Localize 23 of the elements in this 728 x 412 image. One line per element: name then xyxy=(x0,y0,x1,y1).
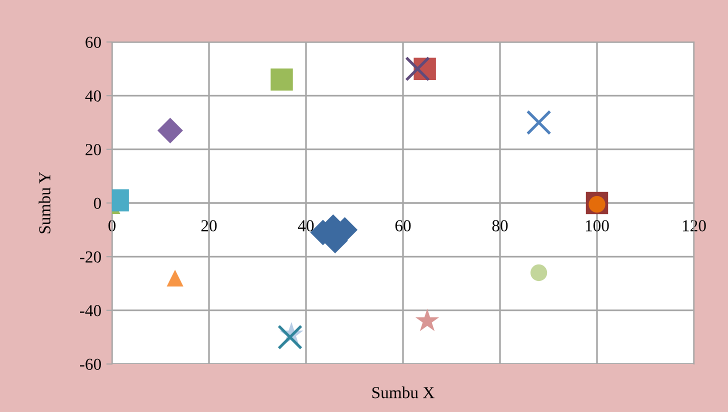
point xyxy=(157,118,183,144)
point xyxy=(277,324,302,350)
x-tick-label: 80 xyxy=(492,220,508,232)
x-tick-label: 20 xyxy=(201,220,217,232)
y-tick-label: 20 xyxy=(86,144,101,156)
x-tick-label: 100 xyxy=(586,220,609,232)
y-tick-label: 40 xyxy=(85,90,101,102)
point xyxy=(166,270,184,286)
x-tick-label: 120 xyxy=(682,220,706,232)
x-tick-label: 40 xyxy=(298,220,314,232)
y-tick-label: 0 xyxy=(94,198,101,209)
point xyxy=(530,264,548,282)
y-axis-title: Sumbu Y xyxy=(38,172,50,234)
y-tick-label: 60 xyxy=(86,36,101,48)
y-tick-label: -20 xyxy=(80,251,101,263)
x-tick-label: 60 xyxy=(395,220,411,232)
y-tick-label: -60 xyxy=(80,358,101,370)
y-tick-label: -40 xyxy=(80,305,101,316)
point xyxy=(526,110,552,135)
point xyxy=(405,56,430,82)
point xyxy=(415,308,440,332)
x-axis-title: Sumbu X xyxy=(372,386,434,398)
point xyxy=(270,68,293,91)
